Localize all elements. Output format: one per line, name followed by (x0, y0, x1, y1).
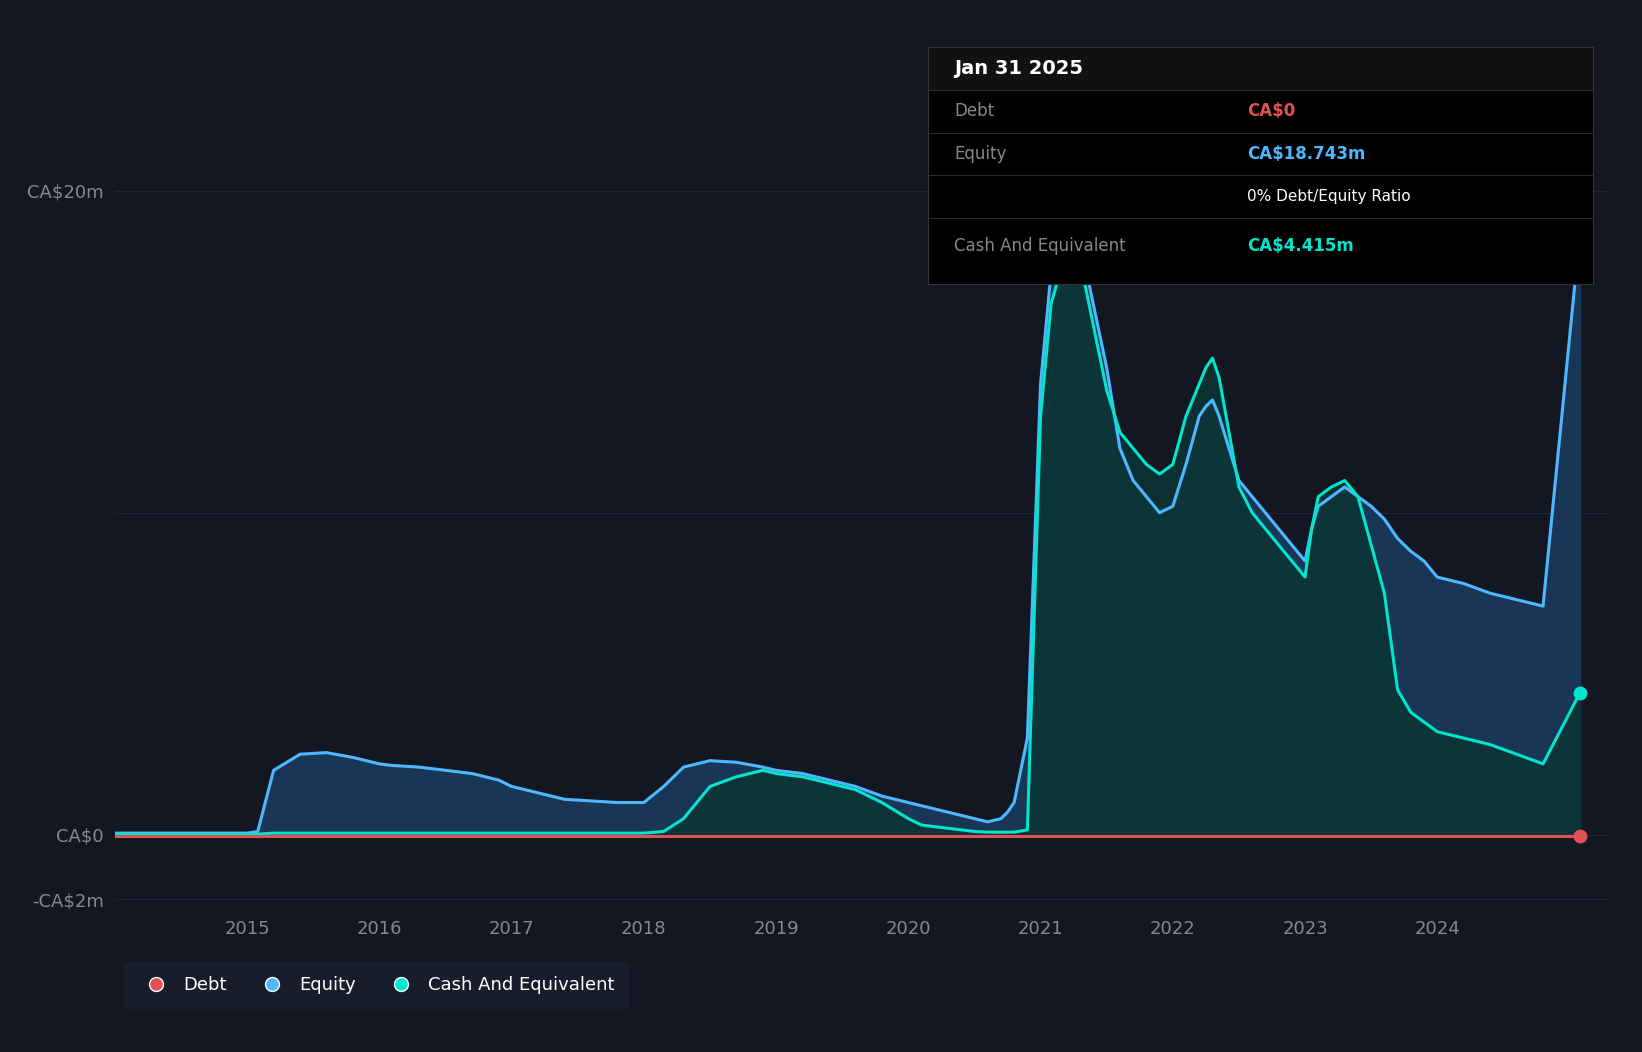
Text: CA$0: CA$0 (1246, 102, 1296, 120)
Text: Cash And Equivalent: Cash And Equivalent (954, 237, 1126, 256)
Text: Equity: Equity (954, 145, 1007, 163)
Text: CA$4.415m: CA$4.415m (1246, 237, 1353, 256)
Text: 0% Debt/Equity Ratio: 0% Debt/Equity Ratio (1246, 189, 1410, 204)
Text: Debt: Debt (954, 102, 995, 120)
Legend: Debt, Equity, Cash And Equivalent: Debt, Equity, Cash And Equivalent (123, 962, 629, 1009)
Bar (928, 47, 1593, 90)
Text: CA$18.743m: CA$18.743m (1246, 145, 1365, 163)
Text: Jan 31 2025: Jan 31 2025 (954, 59, 1084, 78)
